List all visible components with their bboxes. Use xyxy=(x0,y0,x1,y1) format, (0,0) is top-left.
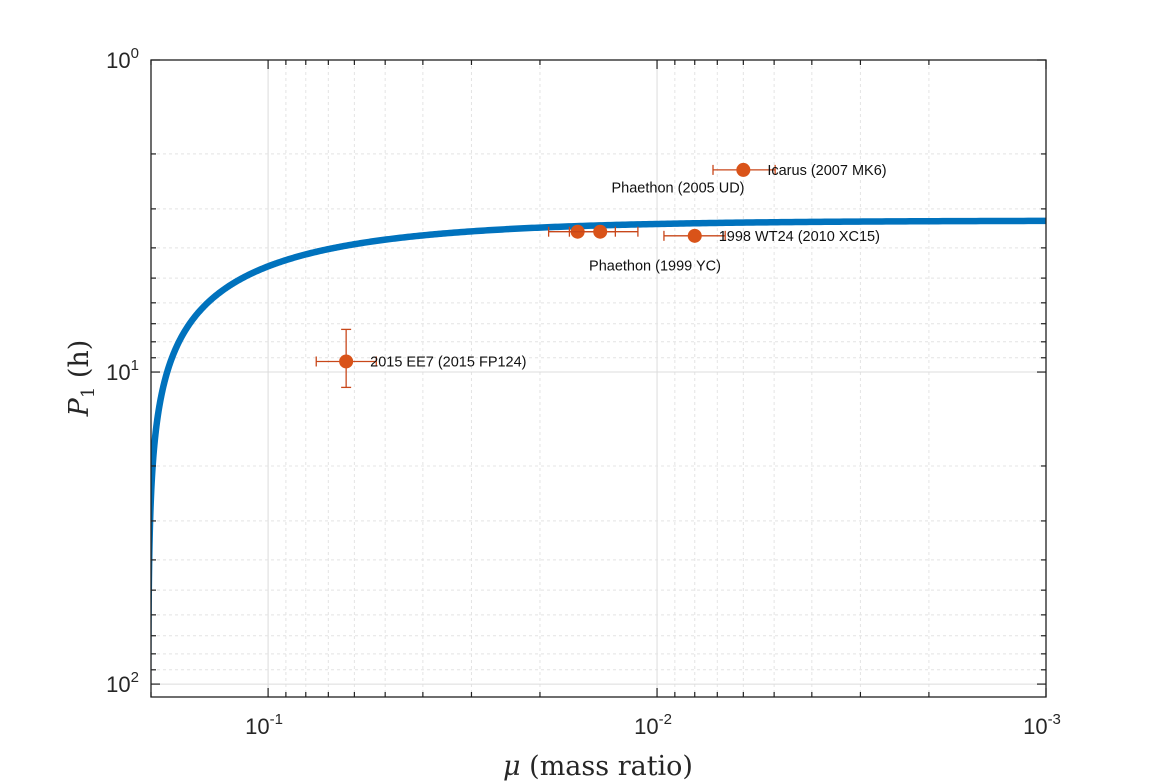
x-tick-label-base: 10 xyxy=(245,714,269,739)
x-tick-label-exp: -2 xyxy=(659,711,672,728)
point-label: Phaethon (1999 YC) xyxy=(589,259,721,275)
data-point xyxy=(687,228,702,243)
data-point xyxy=(593,224,608,239)
x-tick-label-base: 10 xyxy=(634,714,658,739)
y-tick-label-exp: 1 xyxy=(131,357,139,374)
x-tick-label-base: 10 xyxy=(1023,714,1047,739)
y-tick-label: 102 xyxy=(106,669,139,697)
data-point-group: Icarus (2007 MK6) xyxy=(712,162,887,179)
x-tick-label-exp: -1 xyxy=(270,711,283,728)
point-label: Phaethon (2005 UD) xyxy=(612,181,745,197)
points-layer: 2015 EE7 (2015 FP124) Phaethon (1999 YC) P… xyxy=(315,162,887,389)
y-tick-label-exp: 2 xyxy=(131,669,139,686)
y-tick-label-base: 10 xyxy=(106,48,130,73)
y-tick-label-base: 10 xyxy=(106,672,130,697)
x-axis-label: μ (mass ratio) xyxy=(503,751,693,782)
y-tick-label-base: 10 xyxy=(106,360,130,385)
y-tick-label: 100 xyxy=(106,45,139,73)
x-tick-label: 10-1 xyxy=(245,711,283,739)
plot-frame xyxy=(150,59,1047,698)
curve-layer xyxy=(151,217,1046,697)
grid xyxy=(150,59,1047,697)
model-curve xyxy=(151,217,1046,697)
data-point-group: 1998 WT24 (2010 XC15) xyxy=(663,228,880,245)
y-axis-symbol: P xyxy=(64,397,95,417)
point-label: 1998 WT24 (2010 XC15) xyxy=(719,229,880,245)
y-tick-label-exp: 0 xyxy=(131,45,139,62)
x-tick-label: 10-3 xyxy=(1023,711,1061,739)
data-point-group: Phaethon (2005 UD) xyxy=(568,181,745,239)
x-tick-label: 10-2 xyxy=(634,711,672,739)
data-point xyxy=(339,354,354,369)
point-label: 2015 EE7 (2015 FP124) xyxy=(370,354,526,370)
data-point-group: 2015 EE7 (2015 FP124) xyxy=(315,328,527,389)
data-point xyxy=(736,162,751,177)
point-label: Icarus (2007 MK6) xyxy=(767,163,886,179)
y-axis-subscript: 1 xyxy=(78,387,99,398)
y-axis-label: P1 (h) xyxy=(64,340,99,418)
x-tick-label-exp: -3 xyxy=(1048,711,1061,728)
x-axis-symbol: μ xyxy=(503,751,521,782)
x-axis-text: (mass ratio) xyxy=(521,751,693,782)
y-tick-label: 101 xyxy=(106,357,139,385)
ticks xyxy=(150,59,1047,697)
y-axis-text: (h) xyxy=(64,340,95,387)
